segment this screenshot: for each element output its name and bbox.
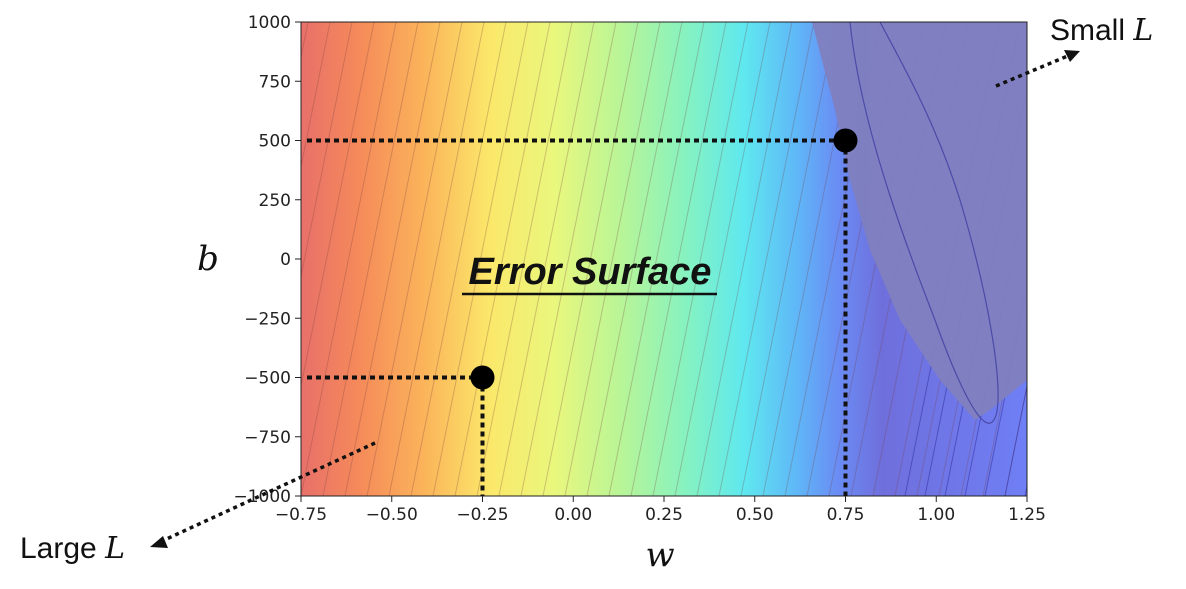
minimum-region <box>812 22 1027 420</box>
y-tick-label: 750 <box>259 72 291 92</box>
large-loss-var: L <box>104 531 125 566</box>
chart-title: Error Surface <box>469 251 712 293</box>
contour-line <box>1049 22 1144 496</box>
contour-line <box>366 22 463 496</box>
contour-line <box>476 22 573 496</box>
x-tick-label: −0.25 <box>456 505 508 525</box>
contour-line <box>652 22 749 496</box>
contour-line <box>301 22 397 496</box>
x-axis-label: w <box>645 535 674 575</box>
contour-line <box>410 22 507 496</box>
y-tick-label: 1000 <box>248 13 291 33</box>
contour-line <box>630 22 727 496</box>
y-tick-label: −250 <box>244 309 291 329</box>
large-loss-prefix: Large <box>20 532 105 565</box>
contour-line <box>1137 22 1186 496</box>
small-loss-callout: Small L <box>1050 13 1153 48</box>
contour-line <box>674 22 771 496</box>
large-loss-callout: Large L <box>20 531 125 566</box>
contour-line <box>984 283 1027 496</box>
contour-line <box>718 22 815 496</box>
contour-line <box>564 22 661 496</box>
contour-line <box>322 22 419 496</box>
contour-line <box>1026 493 1027 496</box>
contour-line <box>432 22 529 496</box>
x-tick-label: 1.25 <box>1008 505 1046 525</box>
contour-line <box>454 22 551 496</box>
large-loss-arrowhead <box>150 536 168 548</box>
contour-line <box>1115 22 1186 496</box>
plot-area <box>301 22 1186 496</box>
x-tick-label: 1.00 <box>917 505 955 525</box>
x-axis-ticks: −0.75 −0.50 −0.25 0.00 0.25 0.50 0.75 1.00 1.25 <box>275 496 1046 525</box>
x-tick-label: 0.25 <box>645 505 683 525</box>
small-loss-arrow <box>995 53 1071 88</box>
contour-line <box>1093 22 1186 496</box>
contour-line <box>301 22 375 389</box>
contour-line <box>520 22 617 496</box>
small-loss-arrowhead <box>1064 50 1080 62</box>
contour-line <box>982 273 1027 496</box>
y-tick-label: −1000 <box>233 487 291 507</box>
x-tick-label: 0.00 <box>554 505 592 525</box>
y-axis-ticks: 1000 750 500 250 0 −250 −500 −750 −1000 <box>233 13 301 507</box>
data-points <box>470 128 858 390</box>
y-tick-label: 0 <box>280 250 291 270</box>
y-axis-label: b <box>197 239 219 279</box>
x-tick-label: −0.75 <box>275 505 327 525</box>
point-guides <box>307 138 848 496</box>
y-tick-label: 250 <box>259 191 291 211</box>
x-tick-label: 0.75 <box>827 505 865 525</box>
y-tick-label: 500 <box>259 132 291 152</box>
contour-line <box>301 22 309 60</box>
contour-line <box>696 22 793 496</box>
small-loss-var: L <box>1132 13 1153 48</box>
small-loss-prefix: Small <box>1050 14 1133 47</box>
x-tick-label: −0.50 <box>366 505 418 525</box>
contour-line <box>1024 483 1027 496</box>
contour-line <box>586 22 683 496</box>
minimum-contour <box>849 22 999 424</box>
x-tick-label: 0.50 <box>736 505 774 525</box>
y-tick-label: −500 <box>244 369 291 389</box>
contour-line <box>1159 22 1186 496</box>
contour-line <box>1004 383 1027 496</box>
point-a <box>833 128 858 153</box>
contour-line <box>301 22 353 280</box>
contour-line <box>344 22 441 496</box>
contour-line <box>608 22 705 496</box>
point-b <box>470 365 495 390</box>
contour-line <box>542 22 639 496</box>
contour-line <box>740 22 837 496</box>
contour-line <box>498 22 595 496</box>
contour-line <box>1071 22 1166 496</box>
contour-line <box>301 22 331 170</box>
y-tick-label: −750 <box>244 428 291 448</box>
contour-line <box>388 22 485 496</box>
